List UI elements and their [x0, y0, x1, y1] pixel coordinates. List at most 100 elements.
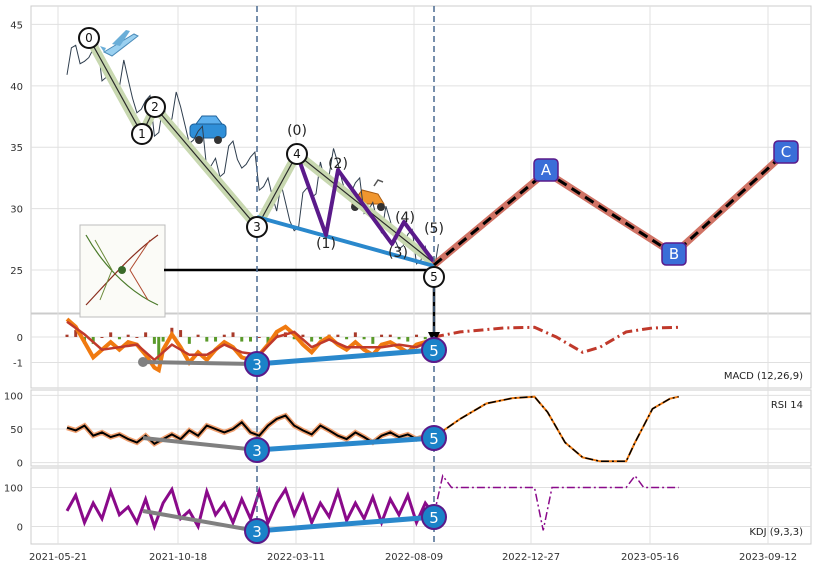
- macd-histogram-bar: [362, 336, 366, 340]
- macd-histogram-bar: [74, 330, 78, 337]
- rsi-y-tick-label: 100: [4, 391, 23, 402]
- rsi-div-blue: [256, 435, 435, 453]
- rsi-projection-line: [433, 395, 679, 463]
- rsi-div-node-5-label: 5: [429, 430, 439, 448]
- wave-node-5-label: 5: [430, 270, 438, 284]
- macd-histogram-bar: [65, 334, 69, 337]
- kdj-div-node-3-label: 3: [252, 523, 262, 541]
- macd-histogram-bar: [353, 332, 357, 337]
- rsi-div-node-3: 3: [244, 437, 270, 463]
- macd-histogram-bar: [161, 336, 165, 342]
- macd-histogram-bar: [415, 334, 419, 337]
- macd-histogram-bar: [196, 334, 200, 337]
- projection-node-b-label: B: [669, 245, 679, 263]
- macd-projection-line: [433, 325, 679, 354]
- wave-node-1: 1: [131, 123, 153, 145]
- grid-layer: [31, 6, 811, 544]
- macd-histogram-bar: [318, 336, 322, 340]
- wave-overlay: [84, 33, 789, 344]
- kdj-div-gray: [142, 509, 258, 533]
- price-y-tick-label: 30: [10, 205, 23, 216]
- macd-histogram-bar: [240, 336, 244, 342]
- airplane-icon: [100, 30, 139, 57]
- macd-histogram-bar: [301, 334, 305, 337]
- subwave-label-1: (1): [316, 236, 336, 252]
- macd-div-gray: [142, 360, 258, 366]
- macd-y-tick-label: 0: [17, 333, 23, 344]
- price-y-tick-label: 35: [10, 143, 23, 154]
- wave-node-4-label: 4: [293, 147, 301, 161]
- macd-histogram-bar: [423, 336, 427, 340]
- car-icon: [189, 115, 227, 144]
- wave-node-3: 3: [246, 216, 268, 238]
- kdj-panel-label: KDJ (9,3,3): [749, 527, 803, 538]
- wave-node-4: 4: [286, 143, 308, 165]
- projection-node-a-label: A: [541, 161, 552, 179]
- projection-node-a: A: [533, 158, 559, 182]
- wave-node-2-label: 2: [151, 100, 159, 114]
- wave-black-path: [88, 37, 435, 264]
- subwave-label-3: (3): [388, 245, 408, 261]
- kdj-div-node-5-label: 5: [429, 509, 439, 527]
- wave-node-0-label: 0: [85, 31, 93, 45]
- macd-div-node-3: 3: [244, 351, 270, 377]
- macd-histogram-bar: [214, 336, 218, 342]
- x-tick-label: 2021-10-18: [149, 552, 207, 563]
- projection-nodes: A B C: [533, 140, 799, 266]
- kdj-y-tick-label: 100: [4, 483, 23, 494]
- macd-div-node-5-label: 5: [429, 342, 439, 360]
- kdj-div-node-3: 3: [244, 518, 270, 544]
- macd-histogram-bar: [406, 336, 410, 342]
- divergence-overlays: 3 5 3 5 3 5: [138, 337, 447, 544]
- price-y-tick-label: 45: [10, 20, 23, 31]
- macd-div-blue: [256, 347, 435, 367]
- macd-histogram-bar: [157, 336, 161, 360]
- macd-histogram-bar: [345, 336, 349, 340]
- subwave-label-5: (5): [424, 221, 444, 237]
- kdj-line: [65, 485, 436, 532]
- rsi-div-node-3-label: 3: [252, 442, 262, 460]
- inset-thumbnail: [79, 224, 166, 318]
- projection-abc-dash: [433, 150, 788, 267]
- wave-trendline-blue: [256, 215, 435, 268]
- macd-histogram-bar: [100, 336, 104, 338]
- macd-histogram-bar: [231, 332, 235, 337]
- macd-histogram-bar: [397, 336, 401, 340]
- macd-histogram-bar: [117, 336, 121, 340]
- wave-node-0: 0: [78, 27, 100, 49]
- wave-nodes: 0 1 2 3 4 5 (0) (1) (2) (3) (4) (5): [78, 27, 445, 288]
- macd-histogram-bar: [222, 334, 226, 337]
- kdj-div-node-5: 5: [421, 504, 447, 530]
- macd-histogram-bar: [257, 336, 261, 338]
- tick-layer: 2021-05-21 2021-10-18 2022-03-11 2022-08-09…: [4, 20, 797, 563]
- macd-histogram-bar: [292, 336, 296, 340]
- x-tick-label: 2023-09-12: [739, 552, 797, 563]
- projection-node-c-label: C: [781, 143, 791, 161]
- macd-histogram-bar: [205, 336, 209, 342]
- wave-node-3-label: 3: [253, 220, 261, 234]
- macd-histogram-bar: [187, 336, 191, 344]
- rsi-panel-frame: [30, 389, 812, 467]
- macd-div-node-3-label: 3: [252, 356, 262, 374]
- projection-node-b: B: [661, 242, 687, 266]
- kdj-div-blue: [256, 514, 435, 534]
- macd-histogram-bar: [144, 332, 148, 337]
- macd-histogram-bar: [249, 336, 252, 342]
- macd-histogram-bar: [380, 334, 384, 337]
- macd-histogram-bar: [152, 336, 156, 344]
- rsi-panel-label: RSI 14: [771, 400, 803, 411]
- price-y-tick-label: 40: [10, 82, 23, 93]
- wave-node-5: 5: [423, 266, 445, 288]
- wave-node-2: 2: [144, 96, 166, 118]
- macd-panel-label: MACD (12,26,9): [724, 371, 803, 382]
- rsi-y-tick-label: 0: [17, 459, 23, 470]
- macd-div-node-5: 5: [421, 337, 447, 363]
- x-tick-label: 2021-05-21: [29, 552, 87, 563]
- wave-node-1-label: 1: [138, 127, 146, 141]
- rsi-div-node-5: 5: [421, 425, 447, 451]
- x-tick-label: 2022-08-09: [385, 552, 443, 563]
- price-y-tick-label: 25: [10, 266, 23, 277]
- subwave-label-0: (0): [287, 123, 307, 139]
